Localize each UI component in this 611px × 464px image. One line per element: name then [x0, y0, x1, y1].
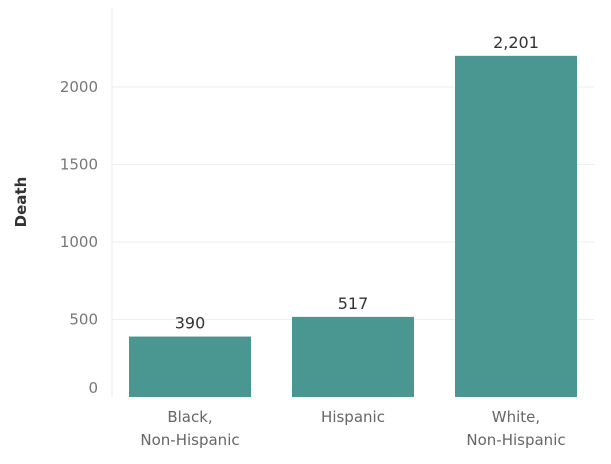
y-tick-label: 500 [69, 311, 98, 329]
x-tick-label: White, Non-Hispanic [466, 408, 565, 449]
x-tick-line: Hispanic [321, 408, 385, 426]
x-tick-line: Non-Hispanic [466, 431, 565, 449]
data-label: 390 [175, 314, 206, 333]
x-tick-label: Hispanic [321, 408, 385, 426]
data-label: 517 [338, 294, 369, 313]
y-tick-label: 1000 [60, 233, 98, 251]
bar [455, 55, 577, 397]
y-axis-title: Death [12, 177, 30, 228]
bar [129, 336, 251, 397]
x-tick-label: Black, Non-Hispanic [140, 408, 239, 449]
y-tick-label: 2000 [60, 78, 98, 96]
y-tick-label: 1500 [60, 156, 98, 174]
labels-layer: 0 500 1000 1500 2000 390 Black, Non-Hispanic 517… [60, 33, 566, 449]
x-tick-line: Black, [167, 408, 212, 426]
x-tick-line: White, [492, 408, 540, 426]
bars-layer [129, 55, 577, 397]
data-label: 2,201 [493, 33, 539, 52]
bar [292, 316, 414, 397]
y-tick-label: 0 [88, 379, 98, 397]
x-tick-line: Non-Hispanic [140, 431, 239, 449]
